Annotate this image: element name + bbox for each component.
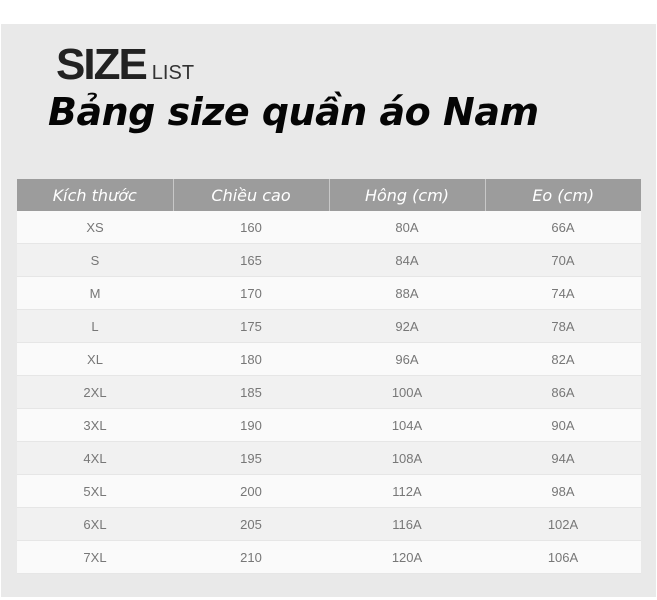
logo-size-text: SIZE bbox=[56, 40, 148, 89]
table-header-row: Kích thước Chiều cao Hông (cm) Eo (cm) bbox=[17, 179, 641, 211]
table-row: 3XL 190 104A 90A bbox=[17, 408, 641, 442]
table-cell: 165 bbox=[173, 243, 329, 277]
table-cell: 185 bbox=[173, 375, 329, 409]
table-cell: 84A bbox=[329, 243, 485, 277]
table-row: 2XL 185 100A 86A bbox=[17, 375, 641, 409]
table-row: M 170 88A 74A bbox=[17, 276, 641, 310]
logo-list-text: LIST bbox=[151, 62, 195, 84]
table-cell: 98A bbox=[485, 474, 641, 508]
table-cell: 94A bbox=[485, 441, 641, 475]
table-cell: 120A bbox=[329, 540, 485, 574]
table-cell: XL bbox=[17, 342, 173, 376]
table-row: XL 180 96A 82A bbox=[17, 342, 641, 376]
table-row: 7XL 210 120A 106A bbox=[17, 540, 641, 574]
table-cell: 88A bbox=[329, 276, 485, 310]
table-cell: 195 bbox=[173, 441, 329, 475]
table-cell: 2XL bbox=[17, 375, 173, 409]
table-cell: 90A bbox=[485, 408, 641, 442]
table-cell: 78A bbox=[485, 309, 641, 343]
table-cell: 96A bbox=[329, 342, 485, 376]
table-row: L 175 92A 78A bbox=[17, 309, 641, 343]
table-cell: 175 bbox=[173, 309, 329, 343]
table-cell: 4XL bbox=[17, 441, 173, 475]
table-cell: 6XL bbox=[17, 507, 173, 541]
table-cell: 7XL bbox=[17, 540, 173, 574]
table-body: XS 160 80A 66A S 165 84A 70A M 170 88A 74A L 175 92A 78… bbox=[17, 211, 641, 574]
table-cell: S bbox=[17, 243, 173, 277]
column-header: Kích thước bbox=[17, 179, 174, 211]
table-row: S 165 84A 70A bbox=[17, 243, 641, 277]
table-cell: 5XL bbox=[17, 474, 173, 508]
table-cell: 86A bbox=[485, 375, 641, 409]
table-cell: 80A bbox=[329, 211, 485, 244]
table-cell: 100A bbox=[329, 375, 485, 409]
page-title: Bảng size quần áo Nam bbox=[48, 90, 539, 134]
table-cell: XS bbox=[17, 211, 173, 244]
table-cell: 210 bbox=[173, 540, 329, 574]
table-row: 6XL 205 116A 102A bbox=[17, 507, 641, 541]
table-cell: L bbox=[17, 309, 173, 343]
size-list-logo: SIZE LIST bbox=[56, 40, 194, 90]
table-cell: 116A bbox=[329, 507, 485, 541]
table-cell: 205 bbox=[173, 507, 329, 541]
table-cell: 102A bbox=[485, 507, 641, 541]
table-cell: 66A bbox=[485, 211, 641, 244]
table-cell: 170 bbox=[173, 276, 329, 310]
column-header: Eo (cm) bbox=[485, 179, 641, 211]
table-cell: 106A bbox=[485, 540, 641, 574]
table-cell: 104A bbox=[329, 408, 485, 442]
size-table: Kích thước Chiều cao Hông (cm) Eo (cm) XS 16… bbox=[17, 179, 641, 574]
table-cell: 70A bbox=[485, 243, 641, 277]
table-row: 5XL 200 112A 98A bbox=[17, 474, 641, 508]
table-row: XS 160 80A 66A bbox=[17, 211, 641, 244]
table-cell: 160 bbox=[173, 211, 329, 244]
column-header: Chiều cao bbox=[173, 179, 330, 211]
table-cell: 180 bbox=[173, 342, 329, 376]
table-cell: 3XL bbox=[17, 408, 173, 442]
table-row: 4XL 195 108A 94A bbox=[17, 441, 641, 475]
table-cell: 112A bbox=[329, 474, 485, 508]
table-cell: 108A bbox=[329, 441, 485, 475]
table-cell: 92A bbox=[329, 309, 485, 343]
table-cell: 190 bbox=[173, 408, 329, 442]
table-cell: M bbox=[17, 276, 173, 310]
table-cell: 200 bbox=[173, 474, 329, 508]
column-header: Hông (cm) bbox=[329, 179, 486, 211]
table-cell: 74A bbox=[485, 276, 641, 310]
table-cell: 82A bbox=[485, 342, 641, 376]
